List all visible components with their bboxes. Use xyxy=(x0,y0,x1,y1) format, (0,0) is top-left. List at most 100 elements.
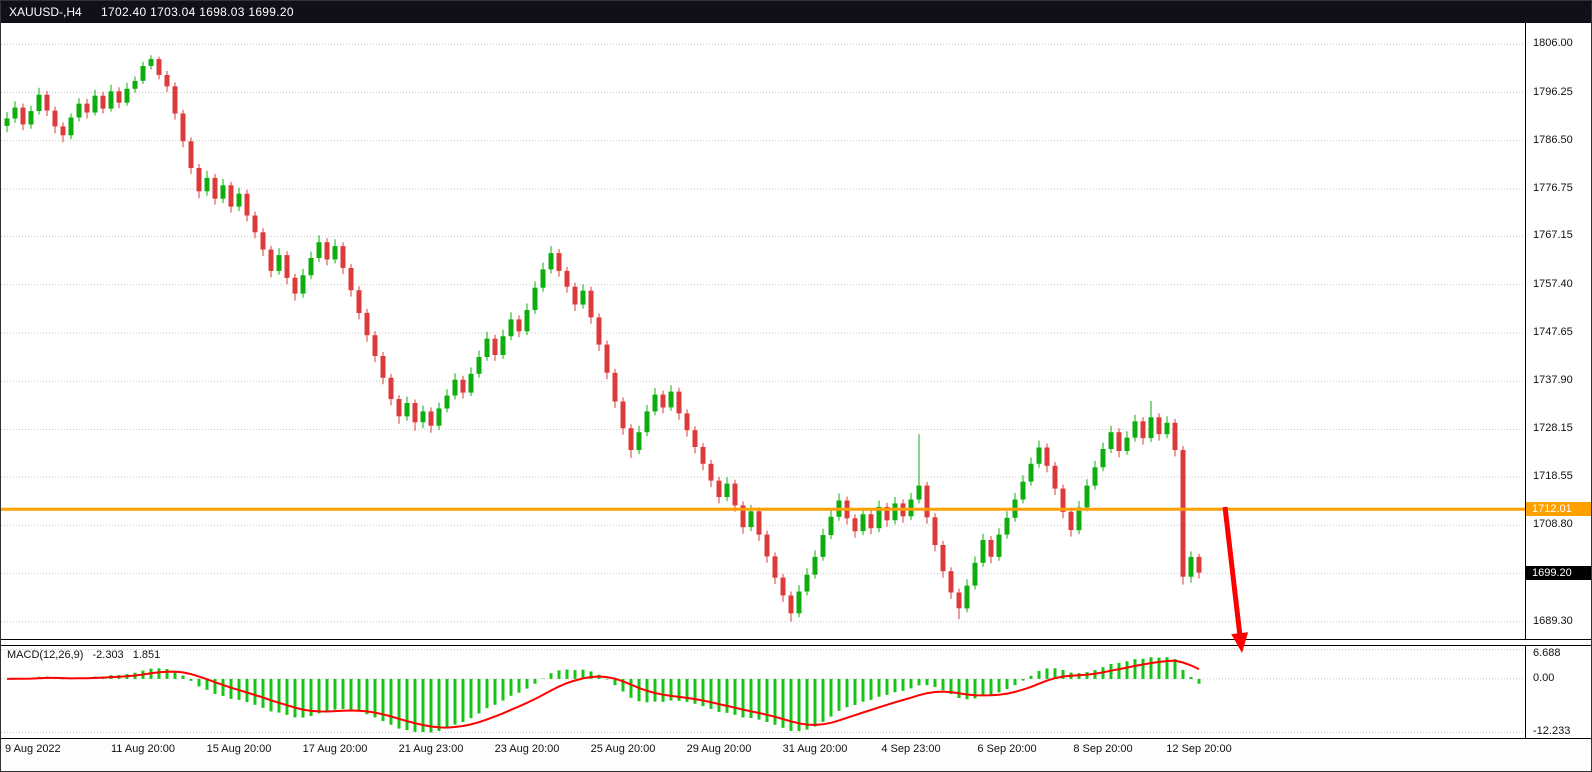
bull-candle xyxy=(132,80,138,89)
bear-candle xyxy=(412,403,418,423)
bull-candle xyxy=(332,246,338,260)
bear-candle xyxy=(572,286,578,305)
bull-candle xyxy=(748,511,754,528)
bull-candle xyxy=(220,185,226,199)
bull-candle xyxy=(892,503,898,521)
time-axis-label: 29 Aug 20:00 xyxy=(686,743,752,755)
bear-candle xyxy=(692,430,698,447)
bull-candle xyxy=(548,253,554,270)
bull-candle xyxy=(580,290,586,305)
bear-candle xyxy=(116,91,122,103)
bear-candle xyxy=(596,317,602,345)
bull-candle xyxy=(108,91,114,109)
bear-candle xyxy=(52,110,58,127)
order-line-price-tag[interactable]: 1712.01 xyxy=(1526,502,1591,516)
bull-candle xyxy=(420,411,426,423)
bull-candle xyxy=(508,319,514,337)
candlestick-chart[interactable] xyxy=(1,23,1525,639)
bull-candle xyxy=(972,562,978,586)
price-axis-label: 1767.15 xyxy=(1533,229,1573,241)
bear-candle xyxy=(324,242,330,260)
bull-candle xyxy=(476,357,482,374)
bull-candle xyxy=(916,485,922,500)
price-axis-label: 1796.25 xyxy=(1533,86,1573,98)
bear-candle xyxy=(940,545,946,572)
bear-candle xyxy=(660,394,666,408)
bear-candle xyxy=(948,571,954,593)
bear-candle xyxy=(604,344,610,373)
bull-candle xyxy=(444,395,450,409)
bull-candle xyxy=(812,556,818,575)
price-axis-label: 1786.50 xyxy=(1533,134,1573,146)
macd-indicator-chart[interactable] xyxy=(1,646,1525,738)
bull-candle xyxy=(308,258,314,276)
panel-divider[interactable] xyxy=(1,639,1591,646)
bear-candle xyxy=(924,485,930,518)
bull-candle xyxy=(468,373,474,393)
bull-candle xyxy=(300,275,306,294)
bear-candle xyxy=(340,246,346,268)
price-axis-label: 1718.55 xyxy=(1533,470,1573,482)
price-axis[interactable]: 1806.00 1796.25 1786.50 1776.75 1767.15 1757.… xyxy=(1525,23,1591,738)
price-axis-label: 1757.40 xyxy=(1533,278,1573,290)
bull-candle xyxy=(1004,517,1010,535)
bear-candle xyxy=(732,483,738,506)
bull-candle xyxy=(796,591,802,614)
macd-main-value: -2.303 xyxy=(92,649,124,661)
bear-candle xyxy=(628,428,634,450)
time-axis[interactable]: 9 Aug 2022 11 Aug 20:00 15 Aug 20:00 17 Aug… xyxy=(1,738,1591,771)
bull-candle xyxy=(1084,485,1090,508)
bear-candle xyxy=(780,577,786,596)
bull-candle xyxy=(1108,432,1114,449)
time-axis-label: 6 Sep 20:00 xyxy=(977,743,1037,755)
macd-signal-value: 1.851 xyxy=(132,649,161,661)
macd-axis-label: 0.00 xyxy=(1533,672,1555,684)
bear-candle xyxy=(708,463,714,481)
bear-candle xyxy=(884,506,890,521)
bull-candle xyxy=(436,408,442,426)
bull-candle xyxy=(316,242,322,258)
ohlc-readout: 1702.40 1703.04 1698.03 1699.20 xyxy=(101,5,294,19)
time-axis-label: 25 Aug 20:00 xyxy=(590,743,656,755)
bear-candle xyxy=(788,595,794,614)
bear-candle xyxy=(292,277,298,294)
bull-candle xyxy=(484,338,490,357)
macd-signal-line xyxy=(6,659,1200,729)
bull-candle xyxy=(636,432,642,450)
bull-candle xyxy=(652,394,658,412)
bear-candle xyxy=(460,379,466,393)
bear-candle xyxy=(1060,488,1066,512)
bear-candle xyxy=(516,319,522,332)
bear-candle xyxy=(956,592,962,609)
bear-candle xyxy=(700,447,706,464)
time-axis-label: 11 Aug 20:00 xyxy=(110,743,176,755)
bear-candle xyxy=(44,94,50,111)
bull-candle xyxy=(92,95,98,113)
bear-candle xyxy=(1172,422,1178,450)
bear-candle xyxy=(84,103,90,113)
bull-candle xyxy=(524,310,530,332)
bull-candle xyxy=(148,59,154,66)
bull-candle xyxy=(820,535,826,557)
bull-candle xyxy=(804,574,810,592)
time-axis-label: 21 Aug 23:00 xyxy=(398,743,464,755)
macd-axis-label: 6.688 xyxy=(1533,647,1561,659)
chart-title-bar: XAUUSD-,H4 1702.40 1703.04 1698.03 1699.… xyxy=(1,1,1591,23)
bear-candle xyxy=(1068,511,1074,531)
time-axis-label: 8 Sep 20:00 xyxy=(1073,743,1133,755)
bear-candle xyxy=(188,141,194,168)
bull-candle xyxy=(1164,422,1170,435)
bear-candle xyxy=(156,59,162,75)
price-axis-label: 1806.00 xyxy=(1533,37,1573,49)
time-axis-label: 23 Aug 20:00 xyxy=(494,743,560,755)
bear-candle xyxy=(676,391,682,414)
bull-candle xyxy=(36,94,42,111)
bull-candle xyxy=(980,540,986,563)
bear-candle xyxy=(612,372,618,402)
bull-candle xyxy=(1036,447,1042,464)
bear-candle xyxy=(764,534,770,557)
bear-candle xyxy=(100,95,106,109)
bull-candle xyxy=(12,107,18,119)
bear-candle xyxy=(228,185,234,207)
